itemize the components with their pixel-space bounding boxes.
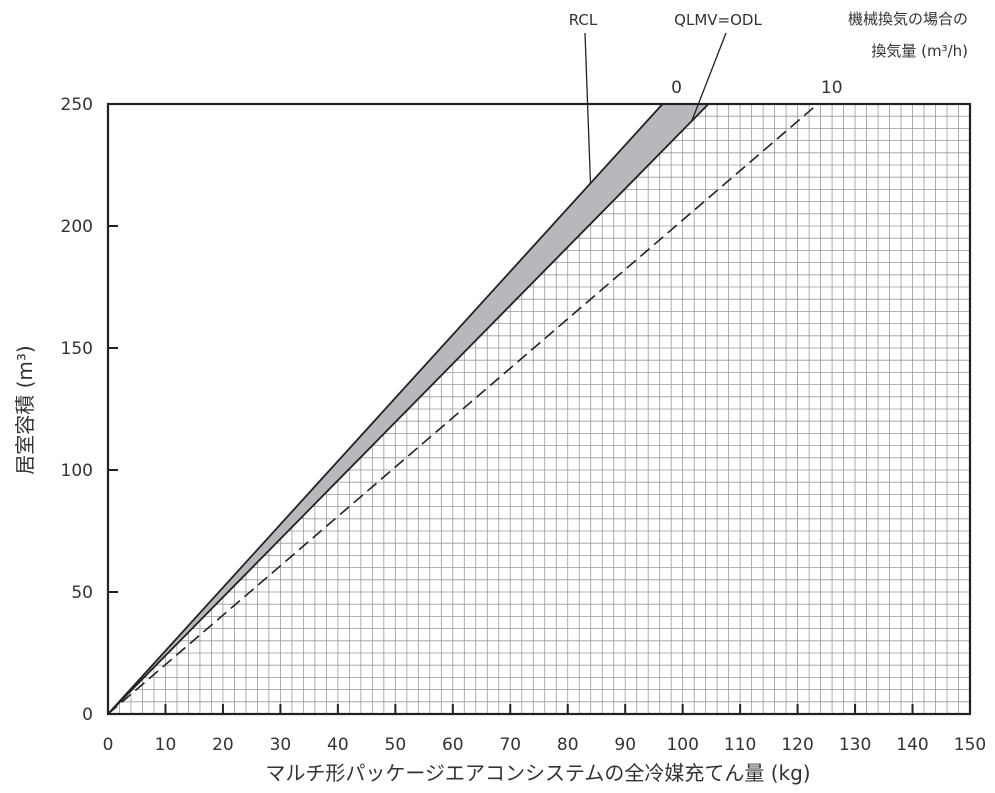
x-tick-label: 40 xyxy=(327,735,349,755)
x-tick-label: 50 xyxy=(385,735,407,755)
x-tick-label: 30 xyxy=(270,735,292,755)
x-tick-label: 150 xyxy=(954,735,986,755)
x-tick-label: 100 xyxy=(666,735,698,755)
x-tick-label: 60 xyxy=(442,735,464,755)
x-tick-label: 120 xyxy=(781,735,813,755)
x-tick-label: 70 xyxy=(499,735,521,755)
plot-frame-layer xyxy=(106,102,972,716)
tick-layer: 0 10 20 30 40 50 60 70 80 90 100 110 120 130 140 150050… xyxy=(61,78,987,755)
y-tick-label: 100 xyxy=(61,461,93,481)
x-tick-label: 80 xyxy=(557,735,579,755)
y-axis-title: 居室容積 (m³) xyxy=(13,345,37,474)
rcl-leader-line xyxy=(584,32,592,184)
y-tick-label: 150 xyxy=(61,339,93,359)
secondary-axis-title-line1: 機械換気の場合の xyxy=(848,10,968,28)
y-tick-label: 0 xyxy=(82,705,93,725)
grid-lines xyxy=(108,104,970,714)
rcl-line xyxy=(107,103,664,715)
odl-callout: QLMV=ODL xyxy=(674,11,762,29)
secondary-tick-label: 10 xyxy=(821,78,843,98)
x-tick-label: 10 xyxy=(155,735,177,755)
x-tick-label: 20 xyxy=(212,735,234,755)
y-tick-label: 50 xyxy=(71,583,93,603)
x-tick-label: 110 xyxy=(724,735,756,755)
grid-area xyxy=(108,104,970,714)
y-tick-label: 250 xyxy=(61,95,93,115)
y-tick-label: 200 xyxy=(61,217,93,237)
series-layer xyxy=(107,103,819,715)
odl-leader-line xyxy=(691,32,727,122)
x-tick-label: 0 xyxy=(103,735,114,755)
qlmv-odl-line xyxy=(107,103,710,715)
x-axis-title: マルチ形パッケージエアコンシステムの全冷媒充てん量 (kg) xyxy=(265,761,810,785)
x-tick-label: 90 xyxy=(614,735,636,755)
plot-frame xyxy=(106,102,972,716)
x-tick-label: 140 xyxy=(896,735,928,755)
callout-layer: RCL QLMV=ODL xyxy=(569,11,762,184)
x-tick-label: 130 xyxy=(839,735,871,755)
reference-line xyxy=(107,103,819,715)
secondary-axis-title-line2: 換気量 (m³/h) xyxy=(871,42,968,60)
rcl-callout: RCL xyxy=(569,11,598,29)
secondary-tick-label: 0 xyxy=(671,78,682,98)
